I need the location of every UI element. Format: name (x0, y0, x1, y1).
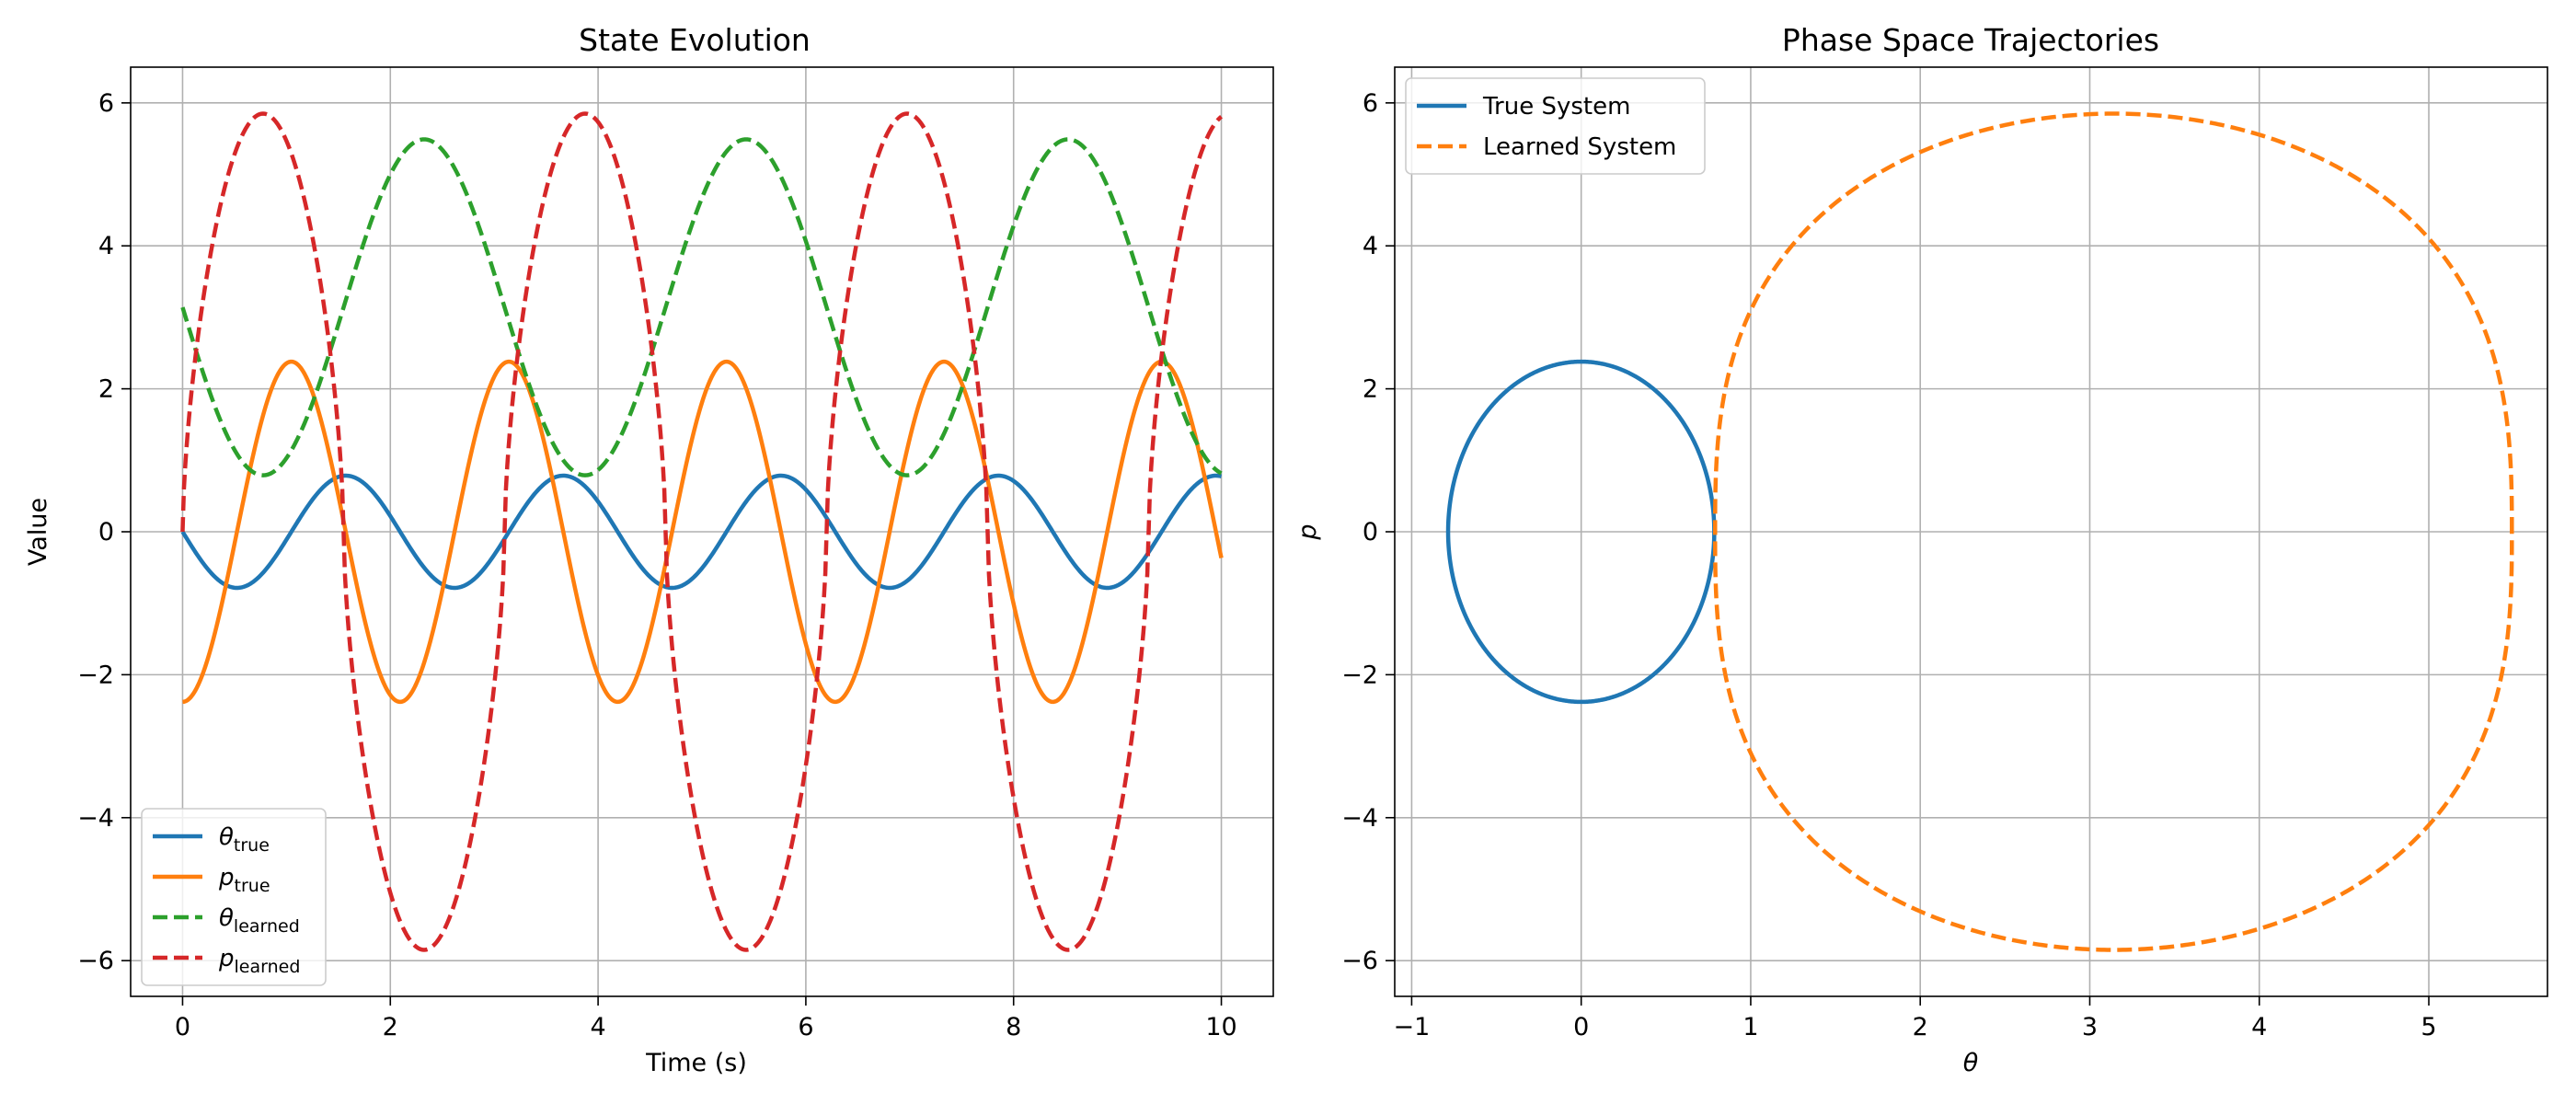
y-tick-label: 6 (1363, 89, 1378, 118)
y-tick-label: 6 (98, 89, 114, 118)
legend-label: Learned System (1483, 133, 1676, 161)
legend-label: ptrue (218, 864, 270, 896)
legend-label: plearned (218, 945, 300, 977)
x-tick-label: 0 (1573, 1013, 1589, 1041)
legend-frame (1405, 77, 1706, 175)
plot-area (180, 111, 1224, 952)
y-tick-label: 2 (98, 375, 114, 404)
chart-title: Phase Space Trajectories (1782, 22, 2159, 58)
chart-title: State Evolution (579, 22, 811, 58)
series-line-0 (1445, 359, 1717, 705)
y-tick-label: −4 (1341, 804, 1378, 833)
legend: True System Learned System (1405, 77, 1706, 175)
legend-label: θlearned (219, 904, 300, 937)
x-tick-label: 5 (2421, 1013, 2436, 1041)
x-tick-label: 4 (2251, 1013, 2267, 1041)
x-axis-ticks: −1 0 1 2 3 4 5 (1394, 996, 2437, 1041)
x-tick-label: 3 (2082, 1013, 2098, 1041)
y-tick-label: −6 (77, 947, 114, 975)
y-tick-label: 0 (1363, 518, 1378, 546)
x-tick-label: 4 (590, 1013, 605, 1041)
x-tick-label: 2 (1913, 1013, 1928, 1041)
x-tick-label: 2 (383, 1013, 398, 1041)
legend-frame (141, 808, 327, 986)
x-axis-label: θ (1963, 1049, 1979, 1077)
y-axis-ticks: −6 −4 −2 0 2 4 6 (1341, 89, 1395, 975)
y-tick-label: −6 (1341, 947, 1378, 975)
plot-area (1445, 111, 2514, 952)
state-evolution-panel: State Evolution 0 2 4 6 8 10 −6 −4 −2 0 2 4 6 Time … (24, 22, 1274, 1077)
y-tick-label: −2 (1341, 661, 1378, 689)
series-line-0 (180, 473, 1223, 591)
x-axis-ticks: 0 2 4 6 8 10 (175, 996, 1237, 1041)
legend-label: θtrue (219, 823, 270, 856)
x-tick-label: 0 (175, 1013, 190, 1041)
legend: θtrue ptrue θlearned plearned (141, 808, 327, 986)
x-axis-label: Time (s) (645, 1049, 747, 1077)
x-tick-label: 1 (1742, 1013, 1758, 1041)
x-tick-label: 8 (1006, 1013, 1021, 1041)
grid (1395, 67, 2547, 996)
y-axis-label: p (1294, 523, 1322, 540)
x-tick-label: −1 (1394, 1013, 1431, 1041)
y-tick-label: 4 (98, 232, 114, 260)
y-tick-label: −4 (77, 804, 114, 833)
y-axis-ticks: −6 −4 −2 0 2 4 6 (77, 89, 131, 975)
series-line-3 (180, 111, 1223, 952)
phase-space-panel: Phase Space Trajectories −1 0 1 2 3 4 5 −6 −4 −2… (1294, 22, 2548, 1077)
series-line-2 (180, 137, 1223, 477)
y-axis-label: Value (24, 498, 52, 566)
y-tick-label: 0 (98, 518, 114, 546)
legend-label: True System (1482, 93, 1630, 121)
x-tick-label: 6 (798, 1013, 813, 1041)
y-tick-label: 4 (1363, 232, 1378, 260)
y-tick-label: −2 (77, 661, 114, 689)
y-tick-label: 2 (1363, 375, 1378, 404)
grid (131, 67, 1273, 996)
series-line-1 (181, 359, 1224, 705)
x-tick-label: 10 (1205, 1013, 1236, 1041)
series-line-1 (1713, 111, 2514, 952)
